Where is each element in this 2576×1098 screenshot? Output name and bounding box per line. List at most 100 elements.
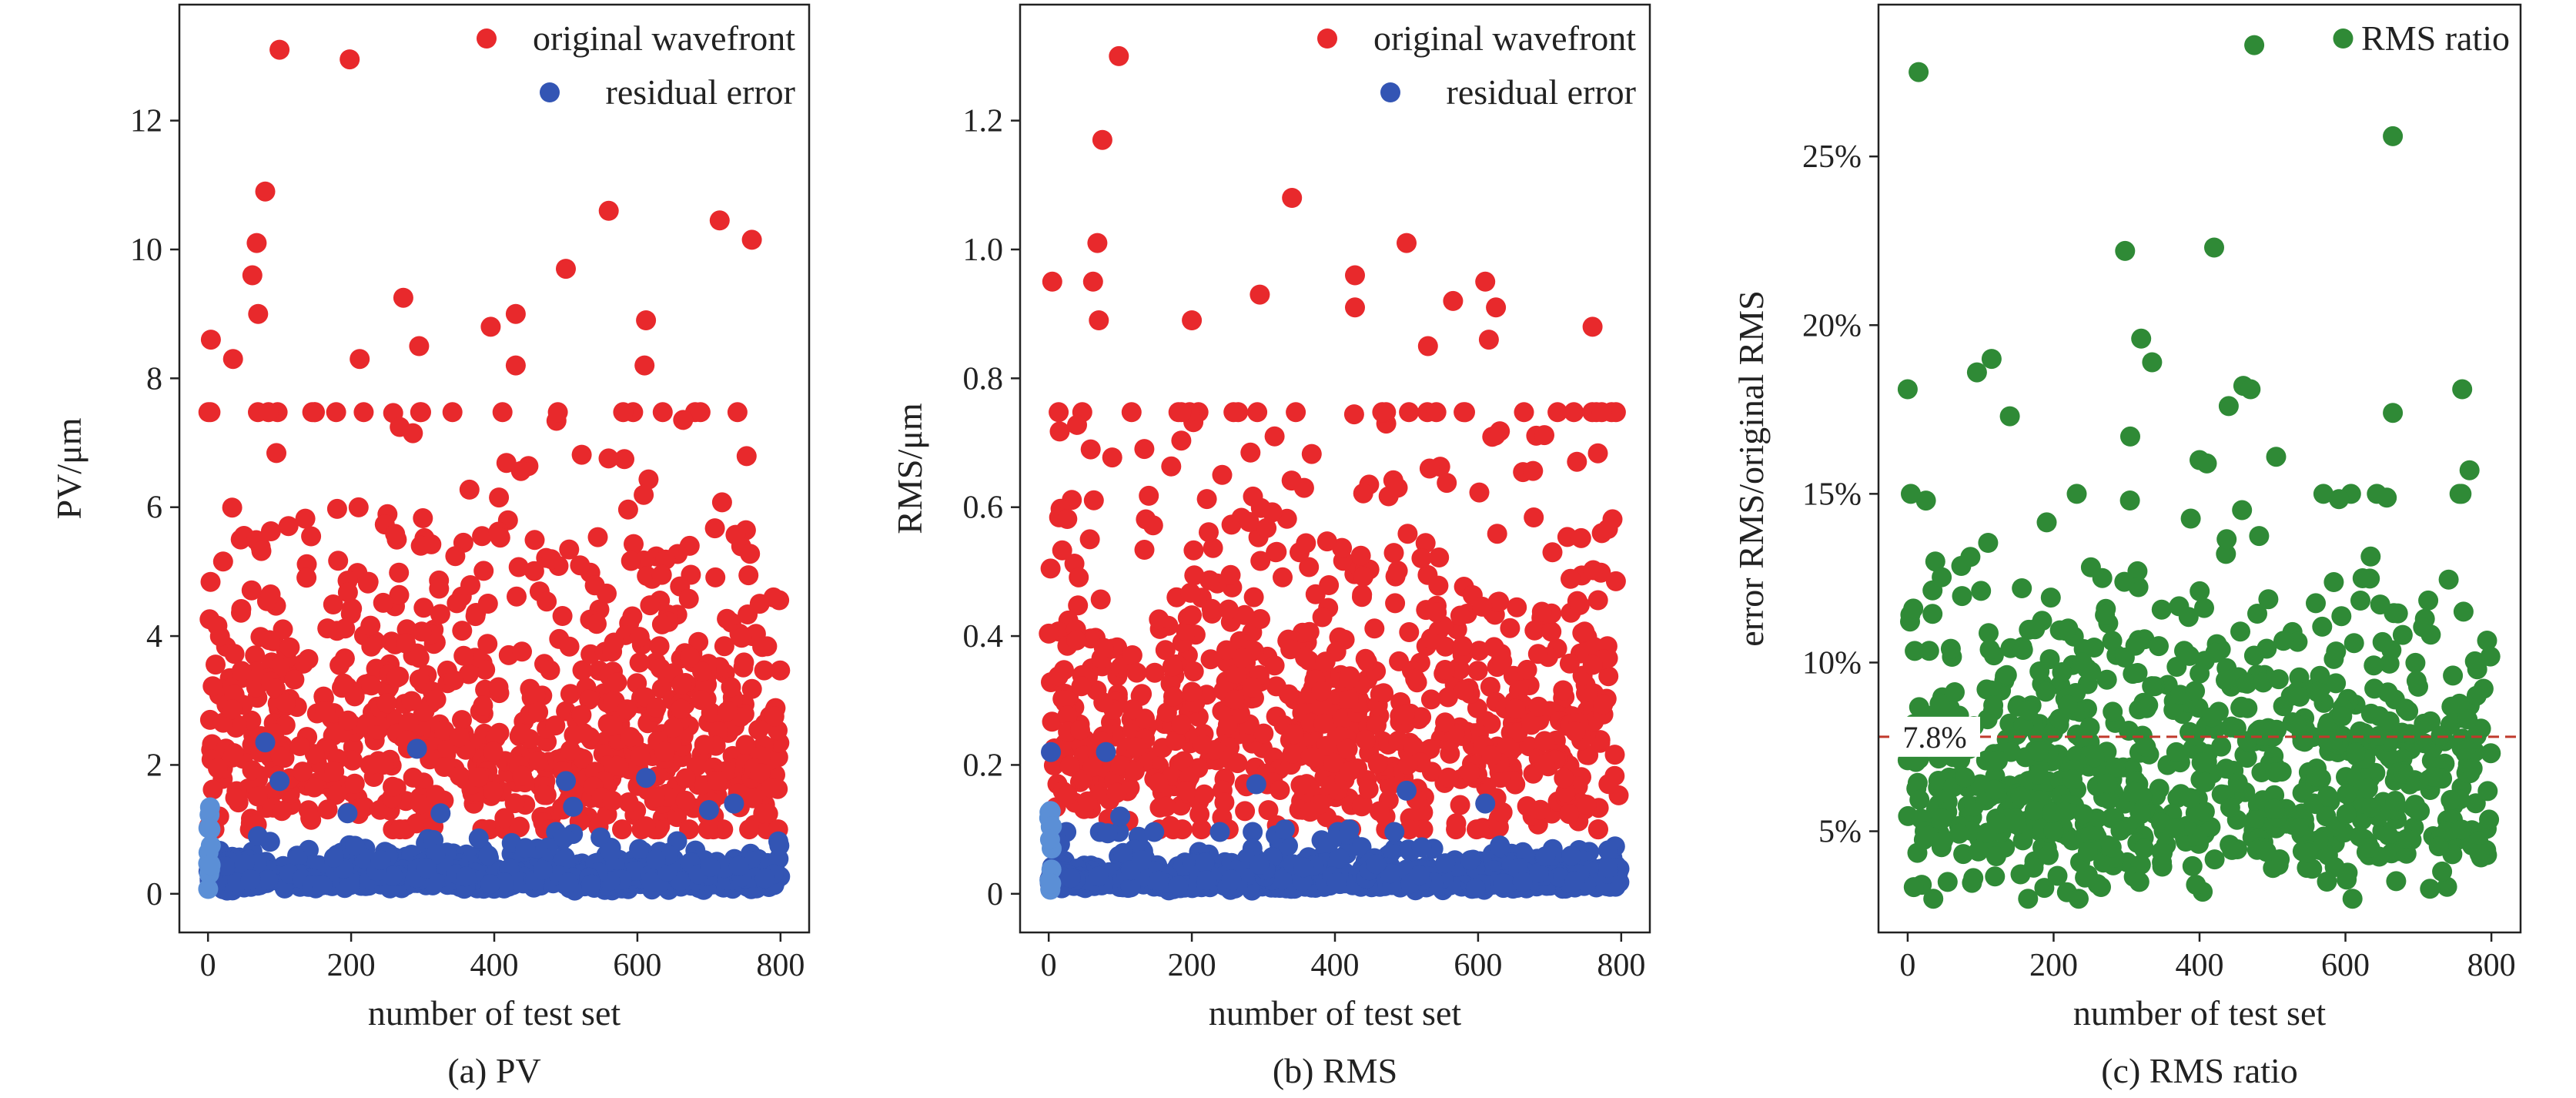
point-rms-ratio [1960,547,1980,567]
point-original-wavefront [489,678,509,698]
point-residual-error [258,870,278,890]
point-rms-ratio [2194,598,2214,618]
point-original-wavefront [1171,715,1191,735]
point-rms-ratio [2420,879,2440,899]
x-tick-label: 0 [1899,948,1915,983]
point-original-wavefront [340,49,360,69]
point-original-wavefront [1352,796,1372,816]
point-residual-error [1384,822,1404,842]
point-original-wavefront [271,746,291,766]
point-rms-ratio [2443,665,2463,685]
point-original-wavefront [1067,415,1087,435]
point-rms-ratio [2457,709,2477,729]
point-rms-ratio [1916,490,1936,511]
point-original-wavefront [299,649,319,669]
point-rms-ratio [2073,653,2093,673]
point-rms-ratio [2432,862,2452,882]
point-rms-ratio [2216,670,2236,690]
point-original-wavefront [1189,805,1209,825]
point-residual-error [755,869,775,889]
point-original-wavefront [636,816,656,836]
point-rms-ratio [2230,698,2250,718]
point-original-wavefront [1122,402,1142,422]
point-residual-error [198,879,218,899]
point-residual-error [1327,872,1347,892]
point-rms-ratio [2197,454,2217,474]
figure-svg: 0 200 400 600 800024681012number of test set… [0,0,2576,1094]
point-rms-ratio [1997,665,2017,685]
point-rms-ratio [2465,651,2485,671]
point-rms-ratio [2396,698,2416,718]
point-residual-error [1475,794,1495,814]
point-original-wavefront [1484,637,1504,657]
point-original-wavefront [1247,402,1267,422]
chart-1: 0 200 400 600 800024681012number of test set… [49,5,809,1090]
y-tick-label: 10% [1802,645,1862,681]
point-original-wavefront [553,606,573,626]
x-tick-label: 400 [1311,948,1360,983]
point-residual-error [1169,876,1189,896]
point-original-wavefront [248,304,268,324]
point-original-wavefront [1270,780,1290,800]
x-tick-label: 600 [1454,948,1502,983]
point-residual-error [1121,877,1141,897]
x-tick-label: 600 [613,948,661,983]
point-original-wavefront [529,751,549,771]
point-rms-ratio [2097,774,2117,794]
point-rms-ratio [1932,567,1952,587]
point-original-wavefront [1135,540,1155,560]
point-original-wavefront [1049,402,1069,422]
point-original-wavefront [413,508,433,528]
point-original-wavefront [1352,584,1372,604]
y-tick-label: 0 [987,877,1003,912]
point-original-wavefront [728,402,748,422]
point-original-wavefront [1388,477,1408,497]
point-original-wavefront [705,518,725,538]
point-original-wavefront [1395,705,1415,725]
point-original-wavefront [1273,567,1293,587]
point-original-wavefront [572,445,592,465]
y-tick-label: 12 [130,104,162,139]
point-rms-ratio [2360,568,2380,588]
point-residual-error [248,826,268,846]
point-rms-ratio [2317,786,2337,806]
point-original-wavefront [737,446,757,466]
point-rms-ratio [2103,701,2123,721]
point-original-wavefront [373,593,393,613]
point-rms-ratio [1985,780,2005,800]
point-original-wavefront [199,402,219,422]
point-residual-error [515,838,535,858]
point-original-wavefront [1523,461,1543,481]
point-original-wavefront [725,525,745,545]
point-original-wavefront [1139,486,1159,506]
point-rms-ratio [2264,799,2284,819]
point-rms-ratio [2036,681,2056,701]
point-original-wavefront [429,579,449,599]
point-rms-ratio [2219,396,2239,416]
point-rms-ratio [1949,824,1969,844]
point-original-wavefront [243,760,263,780]
point-residual-error [417,859,437,879]
point-original-wavefront [603,791,623,811]
point-original-wavefront [651,658,671,678]
point-original-wavefront [1313,608,1333,628]
point-rms-ratio [2364,655,2384,675]
point-rms-ratio [1919,641,1939,661]
point-rms-ratio [1929,694,1949,714]
point-original-wavefront [1450,606,1470,626]
point-original-wavefront [362,675,382,695]
point-rms-ratio [2388,604,2408,624]
point-original-wavefront [1490,421,1510,441]
point-original-wavefront [1450,795,1470,815]
point-residual-error [312,875,332,895]
chart-caption: (a) PV [447,1051,540,1090]
point-original-wavefront [1384,543,1404,563]
point-rms-ratio [2257,842,2277,862]
point-residual-error [241,869,261,889]
point-original-wavefront [256,182,276,202]
point-original-wavefront [1429,547,1449,567]
point-original-wavefront [1397,233,1417,253]
point-original-wavefront [1126,737,1146,757]
point-rms-ratio [2313,484,2333,504]
y-axis-label: RMS/μm [890,403,929,534]
